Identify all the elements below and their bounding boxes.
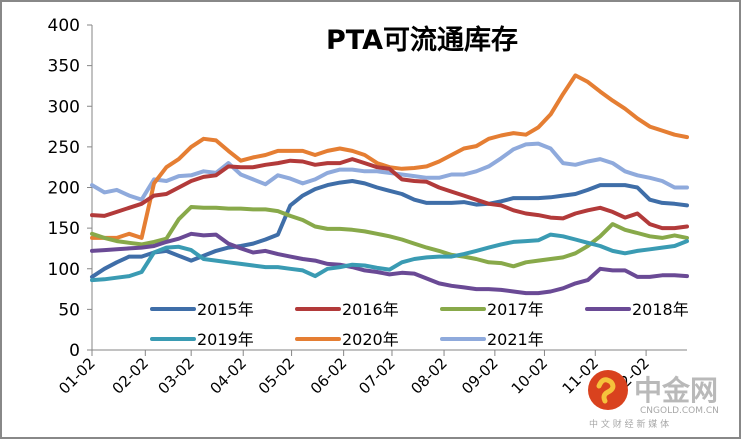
legend-item: 2018年: [585, 300, 689, 319]
x-tick-label: 02-02: [109, 354, 153, 398]
legend-label: 2018年: [632, 300, 689, 319]
cngold-swirl-icon: [596, 377, 616, 404]
legend-item: 2019年: [150, 330, 254, 349]
watermark-domain: CNGOLD.COM.CN: [640, 406, 719, 416]
x-tick-label: 05-02: [255, 354, 299, 398]
series-lines: [90, 73, 689, 296]
x-tick-label: 09-02: [458, 354, 502, 398]
x-tick-label: 04-02: [207, 354, 251, 398]
legend-item: 2020年: [295, 330, 399, 349]
legend: 2015年 2016年 2017年 2018年 2019年 2020年 2021年: [150, 300, 689, 349]
legend-item: 2016年: [295, 300, 399, 319]
y-tick-label: 400: [48, 16, 80, 36]
series-line-2020: [90, 73, 689, 240]
y-tick-label: 50: [58, 300, 80, 320]
y-tick-label: 300: [48, 97, 80, 117]
series-line-2016: [90, 157, 689, 231]
watermark-tagline: 中 文 财 经 新 媒 体: [589, 418, 669, 430]
y-tick-label: 250: [48, 138, 80, 158]
legend-item: 2015年: [150, 300, 254, 319]
y-tick-label: 350: [48, 57, 80, 77]
legend-item: 2021年: [440, 330, 544, 349]
x-tick-label: 06-02: [307, 354, 351, 398]
watermark: 中金网 CNGOLD.COM.CN 中 文 财 经 新 媒 体: [588, 370, 719, 430]
legend-label: 2017年: [487, 300, 544, 319]
series-line-2021: [90, 141, 689, 202]
y-tick-label: 200: [48, 179, 80, 199]
y-tick-label: 150: [48, 219, 80, 239]
series-line-2017: [90, 205, 689, 269]
series-line-2015: [90, 179, 689, 279]
legend-label: 2015年: [197, 300, 254, 319]
x-tick-label: 08-02: [407, 354, 451, 398]
y-tick-label: 100: [48, 260, 80, 280]
legend-label: 2021年: [487, 330, 544, 349]
x-tick-label: 10-02: [508, 354, 552, 398]
x-tick-label: 07-02: [355, 354, 399, 398]
legend-label: 2016年: [342, 300, 399, 319]
y-tick-label: 0: [69, 341, 80, 361]
legend-item: 2017年: [440, 300, 544, 319]
legend-label: 2020年: [342, 330, 399, 349]
legend-label: 2019年: [197, 330, 254, 349]
series-line-2018: [90, 231, 689, 296]
watermark-brand: 中金网: [634, 374, 718, 407]
series-line-2019: [90, 232, 689, 283]
x-tick-label: 03-02: [154, 354, 198, 398]
chart-title: PTA可流通库存: [326, 25, 518, 56]
